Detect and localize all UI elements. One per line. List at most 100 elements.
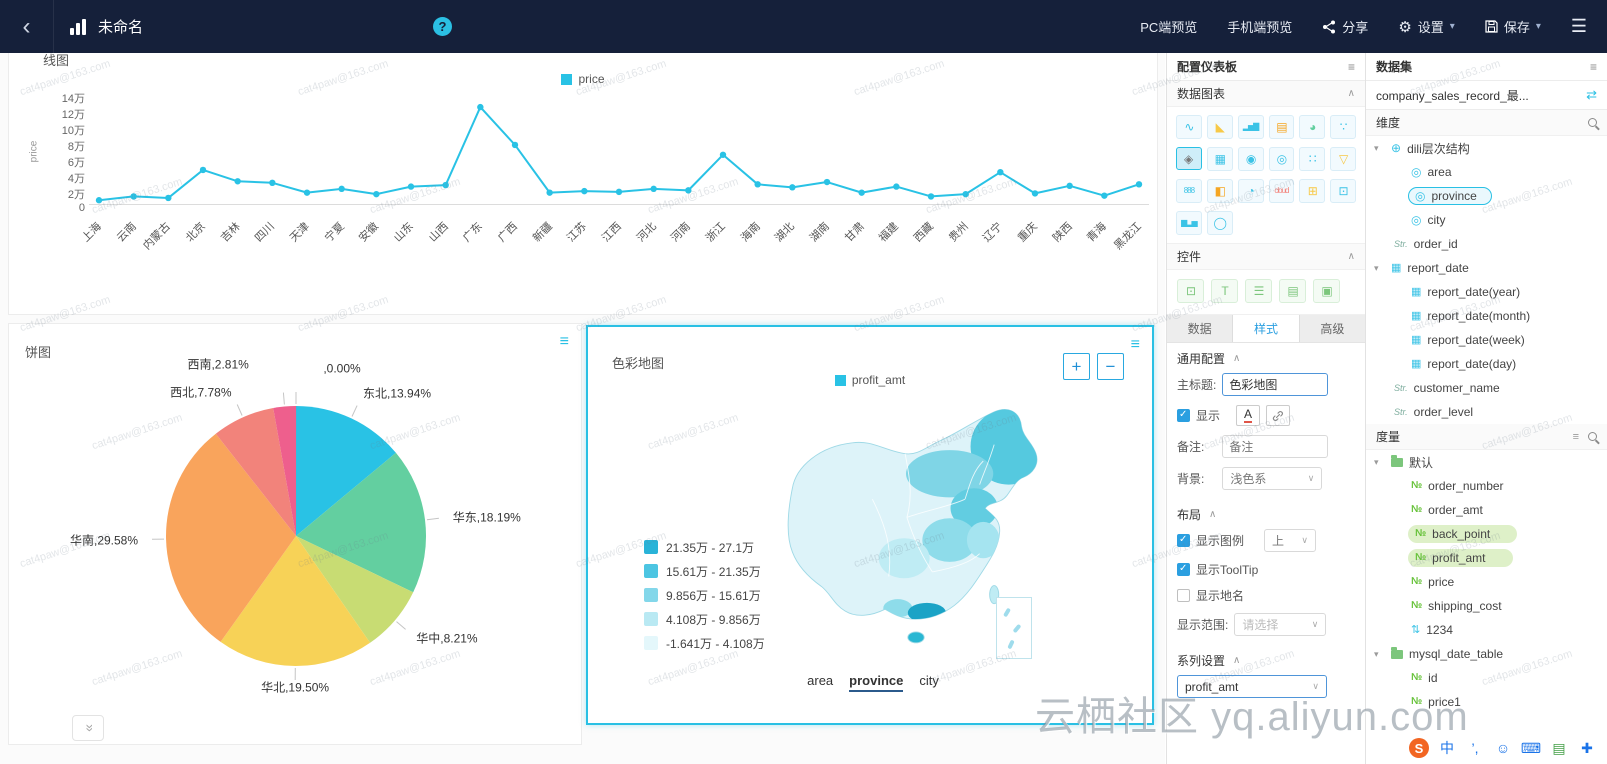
line-chart-icon[interactable]: ∿ <box>1176 115 1202 139</box>
measure-item-order_number[interactable]: № order_number <box>1366 474 1607 498</box>
config-tab-数据[interactable]: 数据 <box>1167 315 1234 342</box>
dimension-item-city[interactable]: ◎ city <box>1366 208 1607 232</box>
background-select[interactable]: 浅色系 ∨ <box>1222 467 1323 490</box>
funnel-chart-icon[interactable]: ▽ <box>1330 147 1356 171</box>
measure-item-id[interactable]: № id <box>1366 666 1607 690</box>
line-chart-legend[interactable]: price <box>9 72 1157 86</box>
pie-chart-widget[interactable]: 饼图 ≡ ,0.00% 东北,13.94% 华东,18.19% 华中,8.21% 华北,… <box>8 323 582 745</box>
measure-item-mysql_date_table[interactable]: ▾ mysql_date_table <box>1366 642 1607 666</box>
dimension-item-order_level[interactable]: Str. order_level <box>1366 400 1607 424</box>
expand-caret-icon[interactable]: ▾ <box>1374 648 1379 659</box>
ime-mode-chinese[interactable]: 中 <box>1440 740 1454 756</box>
color-map-widget[interactable]: 色彩地图 ≡ profit_amt + − <box>586 325 1154 725</box>
measure-item-price1[interactable]: № price1 <box>1366 690 1607 714</box>
donut-chart-icon[interactable]: ◔ <box>1237 179 1264 203</box>
pie-slice-华南[interactable] <box>166 433 296 642</box>
measure-item-order_amt[interactable]: № order_amt <box>1366 498 1607 522</box>
ime-tools-icon[interactable]: ✚ <box>1581 739 1593 756</box>
china-map[interactable] <box>736 381 1136 681</box>
zoom-in-button[interactable]: + <box>1063 353 1090 380</box>
font-style-button[interactable]: A <box>1236 405 1261 426</box>
dataset-selector[interactable]: company_sales_record_最... ⇄ <box>1366 81 1607 110</box>
pie-slice-西北[interactable] <box>215 408 296 536</box>
series-section-header[interactable]: 系列设置 ∧ <box>1167 645 1365 675</box>
map-chart-icon[interactable]: ◈ <box>1176 147 1202 170</box>
list-icon[interactable]: ≡ <box>1572 430 1580 443</box>
display-range-select[interactable]: 请选择 ∨ <box>1234 613 1327 636</box>
panel-list-icon[interactable]: ≡ <box>1589 59 1597 74</box>
measure-item-shipping_cost[interactable]: № shipping_cost <box>1366 594 1607 618</box>
flip-card-icon[interactable]: 888 <box>1176 179 1202 203</box>
expand-bottom-panel-button[interactable]: « <box>72 715 104 741</box>
save-button[interactable]: 保存 ▾ <box>1485 17 1541 36</box>
measure-item-back_point[interactable]: № back_point <box>1366 522 1607 546</box>
image-control-icon[interactable]: ▣ <box>1313 279 1340 303</box>
pivot-table-icon[interactable]: ⊞ <box>1299 179 1326 203</box>
line-chart-plot[interactable] <box>89 90 1149 212</box>
liquid-chart-icon[interactable]: ◉ <box>1237 147 1264 171</box>
mobile-preview-button[interactable]: 手机端预览 <box>1227 20 1293 35</box>
bubble-chart-icon[interactable]: ∷ <box>1299 147 1326 171</box>
scatter-chart-icon[interactable]: ∵ <box>1330 115 1356 139</box>
pie-chart-plot[interactable] <box>9 324 581 744</box>
refresh-icon[interactable]: ⇄ <box>1586 87 1597 102</box>
expand-caret-icon[interactable]: ▾ <box>1374 262 1379 273</box>
link-button[interactable] <box>1266 405 1291 426</box>
controls-section-header[interactable]: 控件 ∧ <box>1167 244 1365 270</box>
measure-item-1234[interactable]: ⇅ 1234 <box>1366 618 1607 642</box>
dimension-item-report_date(day)[interactable]: ▦ report_date(day) <box>1366 352 1607 376</box>
dimension-item-province[interactable]: ◎ province <box>1366 184 1607 208</box>
show-title-checkbox[interactable] <box>1177 409 1190 422</box>
show-tooltip-checkbox[interactable] <box>1177 563 1190 576</box>
layout-section-header[interactable]: 布局 ∧ <box>1167 499 1365 529</box>
area-chart-icon[interactable]: ◣ <box>1206 115 1233 139</box>
waterfall-chart-icon[interactable]: ▆▂▅ <box>1176 211 1202 235</box>
measure-item-price[interactable]: № price <box>1366 570 1607 594</box>
charts-section-header[interactable]: 数据图表 ∧ <box>1167 81 1365 107</box>
expand-caret-icon[interactable]: ▾ <box>1374 142 1379 153</box>
dimension-item-report_date(year)[interactable]: ▦ report_date(year) <box>1366 280 1607 304</box>
search-icon[interactable] <box>1588 432 1597 441</box>
bar-chart-icon[interactable]: ▤ <box>1268 115 1295 139</box>
combo-chart-icon[interactable]: ⊡ <box>1330 179 1356 203</box>
tab-control-icon[interactable]: ⊡ <box>1177 279 1204 303</box>
pie-chart-icon[interactable]: ◕ <box>1299 115 1326 139</box>
back-button[interactable]: ‹ <box>0 0 54 53</box>
pie-slice-华东[interactable] <box>296 452 427 593</box>
dimension-item-customer_name[interactable]: Str. customer_name <box>1366 376 1607 400</box>
gauge-chart-icon[interactable]: ◎ <box>1268 147 1295 171</box>
pie-slice-华中[interactable] <box>296 536 414 643</box>
form-control-icon[interactable]: ▤ <box>1279 279 1306 303</box>
ime-keyboard-icon[interactable]: ⌨ <box>1520 739 1542 756</box>
legend-position-select[interactable]: 上 ∨ <box>1264 529 1317 552</box>
dimension-item-order_id[interactable]: Str. order_id <box>1366 232 1607 256</box>
table-chart-icon[interactable]: ▦ <box>1206 147 1233 171</box>
dimension-item-report_date(month)[interactable]: ▦ report_date(month) <box>1366 304 1607 328</box>
map-drill-tab-city[interactable]: city <box>919 673 939 688</box>
sogou-logo[interactable]: S <box>1409 738 1429 758</box>
column-chart-icon[interactable]: ▂▅▇ <box>1237 115 1264 139</box>
config-tab-高级[interactable]: 高级 <box>1320 322 1345 336</box>
list-control-icon[interactable]: ☰ <box>1245 279 1272 303</box>
expand-caret-icon[interactable]: ▾ <box>1374 456 1379 467</box>
note-input[interactable] <box>1222 435 1329 458</box>
config-tab-样式[interactable]: 样式 <box>1233 315 1300 342</box>
map-drill-tab-area[interactable]: area <box>807 673 834 688</box>
series-field-select[interactable]: profit_amt ∨ <box>1177 675 1327 698</box>
zoom-out-button[interactable]: − <box>1097 353 1124 380</box>
pc-preview-button[interactable]: PC端预览 <box>1140 20 1198 35</box>
dimension-item-report_date(week)[interactable]: ▦ report_date(week) <box>1366 328 1607 352</box>
general-config-header[interactable]: 通用配置 ∧ <box>1167 343 1365 373</box>
pie-slice-西南[interactable] <box>273 405 297 536</box>
ime-punctuation-icon[interactable]: ’, <box>1471 740 1479 756</box>
show-legend-checkbox[interactable] <box>1177 534 1190 547</box>
menu-button[interactable]: ☰ <box>1570 16 1587 36</box>
ring-chart-icon[interactable]: ◯ <box>1206 211 1233 235</box>
map-drill-tab-province[interactable]: province <box>849 673 904 692</box>
dimension-item-area[interactable]: ◎ area <box>1366 160 1607 184</box>
measure-item-profit_amt[interactable]: № profit_amt <box>1366 546 1607 570</box>
treemap-chart-icon[interactable]: ◧ <box>1206 179 1233 203</box>
help-icon[interactable]: ? <box>433 17 453 36</box>
wordcloud-chart-icon[interactable]: cloud <box>1268 179 1295 203</box>
show-placename-checkbox[interactable] <box>1177 589 1190 602</box>
